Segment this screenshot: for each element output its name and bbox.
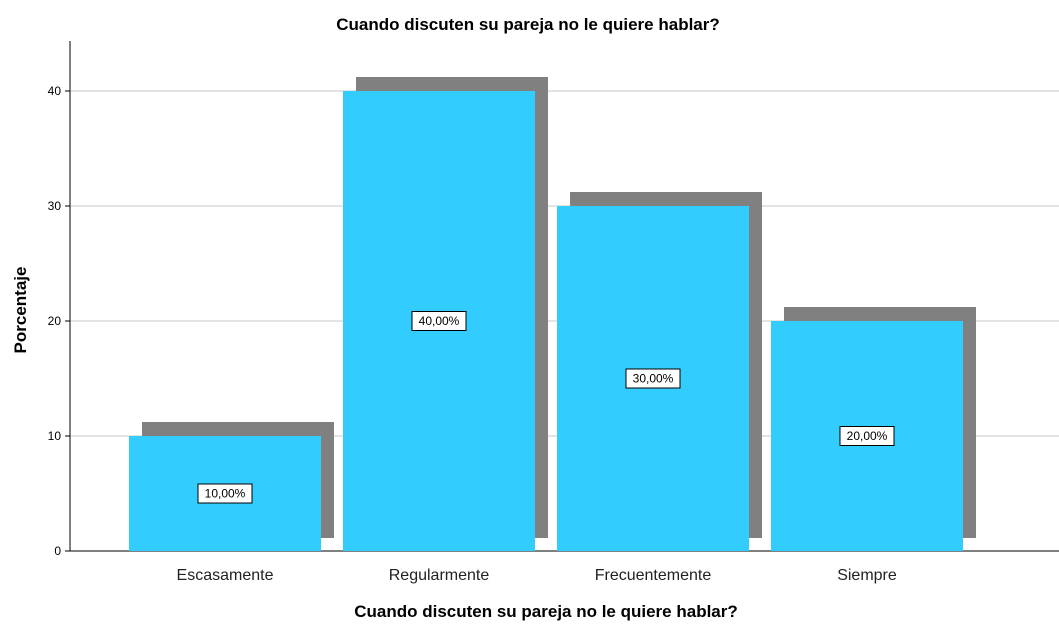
y-tick-label-40: 40 bbox=[48, 84, 62, 98]
data-label-box-frecuentemente bbox=[625, 368, 681, 389]
data-label-box-siempre bbox=[839, 426, 895, 446]
x-tick-label-escasamente: Escasamente bbox=[177, 567, 274, 584]
data-label-siempre: 20,00% bbox=[847, 429, 888, 443]
chart-title: Cuando discuten su pareja no le quiere h… bbox=[336, 15, 720, 34]
data-label-escasamente: 10,00% bbox=[205, 487, 246, 501]
bars: 10,00% 40,00% 30,00% 20,00% bbox=[129, 77, 976, 551]
data-label-box-escasamente bbox=[197, 483, 253, 504]
data-label-frecuentemente: 30,00% bbox=[633, 372, 674, 386]
y-tick-label-20: 20 bbox=[48, 314, 62, 328]
y-tick-labels: 0 10 20 30 40 bbox=[48, 84, 62, 558]
y-tick-label-10: 10 bbox=[48, 429, 62, 443]
x-tick-labels: Escasamente Regularmente Frecuentemente Sie… bbox=[177, 567, 897, 584]
x-tick-label-regularmente: Regularmente bbox=[389, 567, 490, 584]
x-tick-label-frecuentemente: Frecuentemente bbox=[595, 567, 712, 584]
data-label-box-regularmente bbox=[411, 311, 467, 331]
y-tick-label-0: 0 bbox=[54, 544, 61, 558]
y-tick-label-30: 30 bbox=[48, 199, 62, 213]
x-tick-label-siempre: Siempre bbox=[837, 567, 897, 584]
x-axis-title: Cuando discuten su pareja no le quiere h… bbox=[354, 602, 738, 621]
data-label-regularmente: 40,00% bbox=[419, 314, 460, 328]
y-axis-title: Porcentaje bbox=[11, 267, 30, 354]
